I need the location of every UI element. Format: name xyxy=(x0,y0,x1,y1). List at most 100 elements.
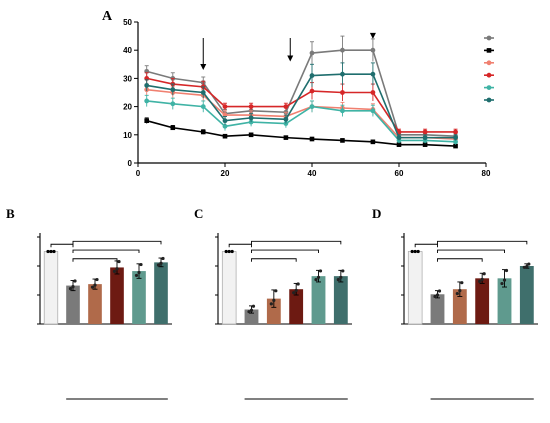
y-tick-label: 30 xyxy=(123,74,132,83)
data-point xyxy=(453,129,458,135)
data-point xyxy=(170,101,176,107)
data-point xyxy=(283,116,289,122)
replicate-point xyxy=(134,273,139,278)
bar xyxy=(43,251,59,325)
replicate-point xyxy=(458,289,462,293)
bar xyxy=(407,251,423,325)
data-point xyxy=(248,104,254,109)
data-point xyxy=(422,135,428,141)
replicate-point xyxy=(115,267,119,271)
replicate-point xyxy=(292,291,296,295)
bar xyxy=(452,289,467,324)
x-tick-label: 60 xyxy=(395,169,404,178)
legend-swatch-marker xyxy=(486,85,492,90)
replicate-point xyxy=(455,291,459,296)
data-point xyxy=(309,88,315,94)
replicate-point xyxy=(68,287,73,291)
data-point xyxy=(309,50,315,56)
replicate-point xyxy=(52,249,56,254)
replicate-point xyxy=(314,278,318,282)
replicate-point xyxy=(460,281,464,285)
significance-bracket xyxy=(72,249,140,254)
significance-bracket xyxy=(228,243,252,248)
replicate-point xyxy=(480,277,484,281)
series-line xyxy=(146,73,456,139)
data-point xyxy=(396,135,402,141)
significance-bracket xyxy=(72,240,162,245)
data-point xyxy=(309,136,315,142)
replicate-point xyxy=(251,304,256,308)
data-point xyxy=(396,142,402,147)
data-point xyxy=(370,139,376,145)
data-point xyxy=(170,125,176,131)
data-point xyxy=(453,135,458,141)
data-point xyxy=(222,118,228,124)
data-point xyxy=(453,143,458,149)
replicate-point xyxy=(525,264,529,269)
data-point xyxy=(144,83,150,88)
replicate-point xyxy=(230,249,234,254)
legend-swatch-marker xyxy=(486,35,492,41)
y-tick-label: 40 xyxy=(123,46,132,55)
replicate-point xyxy=(482,272,486,276)
replicate-point xyxy=(296,282,300,286)
replicate-point xyxy=(478,279,482,283)
bar xyxy=(289,289,304,324)
significance-bracket xyxy=(437,240,528,245)
bar xyxy=(221,251,237,325)
replicate-point xyxy=(433,294,437,299)
replicate-point xyxy=(504,268,509,273)
replicate-point xyxy=(339,275,343,279)
bar xyxy=(519,266,534,324)
data-point xyxy=(370,71,376,77)
y-tick-label: 10 xyxy=(123,131,132,140)
data-point xyxy=(283,135,289,140)
replicate-point xyxy=(90,285,95,289)
x-tick-label: 20 xyxy=(221,169,230,178)
panel-letter: A xyxy=(102,9,113,24)
series-line xyxy=(146,49,456,138)
bar xyxy=(311,276,326,324)
bar xyxy=(154,262,168,324)
bar xyxy=(132,271,146,324)
data-point xyxy=(283,104,289,109)
significance-bracket xyxy=(414,243,438,248)
replicate-point xyxy=(410,249,414,254)
bar xyxy=(333,276,348,324)
x-tick-label: 40 xyxy=(308,169,317,178)
annotation-arrow-head xyxy=(369,32,376,39)
panel-c-bar-chart: C xyxy=(194,206,352,400)
replicate-point xyxy=(159,261,163,265)
legend-swatch-marker xyxy=(486,48,492,53)
replicate-point xyxy=(294,288,298,292)
series-group xyxy=(144,62,458,141)
significance-bracket xyxy=(437,258,483,262)
data-point xyxy=(170,87,176,93)
replicate-point xyxy=(161,256,165,261)
replicate-point xyxy=(117,259,121,264)
bar xyxy=(497,278,512,324)
data-point xyxy=(370,47,376,53)
significance-bracket xyxy=(50,243,74,248)
replicate-point xyxy=(112,269,117,273)
data-point xyxy=(340,138,345,143)
replicate-point xyxy=(336,278,340,282)
replicate-point xyxy=(413,249,417,254)
panel-letter: C xyxy=(194,206,203,221)
replicate-point xyxy=(416,249,420,254)
y-tick-label: 50 xyxy=(123,18,132,27)
data-point xyxy=(453,139,458,145)
bar xyxy=(66,285,80,324)
panel-a-line-chart: A 0 10 20 30 40 50 0 20 40 60 80 xyxy=(102,9,494,178)
replicate-point xyxy=(522,265,526,269)
x-tick-label: 0 xyxy=(136,169,141,178)
data-point xyxy=(222,104,228,109)
replicate-point xyxy=(272,298,276,302)
data-point xyxy=(248,115,254,121)
significance-bracket xyxy=(251,258,297,262)
legend-swatch-marker xyxy=(486,72,492,78)
data-point xyxy=(144,118,149,123)
replicate-point xyxy=(247,310,251,314)
replicate-point xyxy=(437,289,442,293)
